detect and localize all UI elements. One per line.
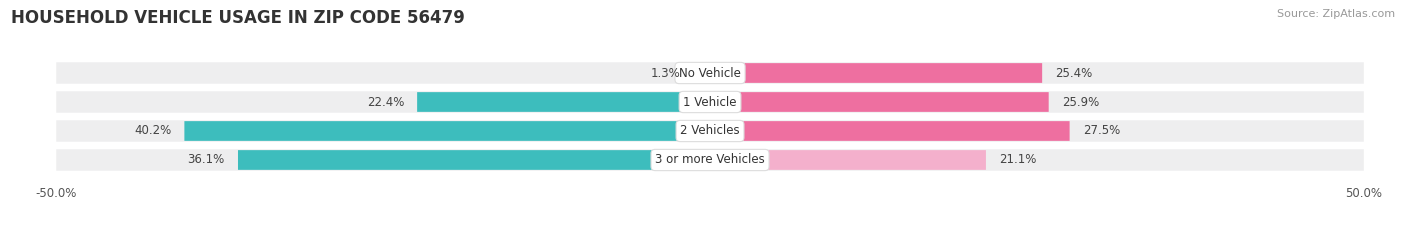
Text: 25.9%: 25.9% [1062,96,1099,109]
Text: 25.4%: 25.4% [1056,66,1092,79]
FancyBboxPatch shape [710,63,1042,83]
FancyBboxPatch shape [710,92,1049,112]
FancyBboxPatch shape [693,63,710,83]
Text: Source: ZipAtlas.com: Source: ZipAtlas.com [1277,9,1395,19]
FancyBboxPatch shape [56,149,1364,171]
FancyBboxPatch shape [56,62,1364,84]
Text: 3 or more Vehicles: 3 or more Vehicles [655,154,765,167]
FancyBboxPatch shape [56,120,1364,142]
FancyBboxPatch shape [710,150,986,170]
FancyBboxPatch shape [710,121,1070,141]
Text: 21.1%: 21.1% [1000,154,1036,167]
FancyBboxPatch shape [56,91,1364,113]
Text: HOUSEHOLD VEHICLE USAGE IN ZIP CODE 56479: HOUSEHOLD VEHICLE USAGE IN ZIP CODE 5647… [11,9,465,27]
Text: 22.4%: 22.4% [367,96,404,109]
Text: No Vehicle: No Vehicle [679,66,741,79]
Text: 2 Vehicles: 2 Vehicles [681,124,740,137]
Text: 1.3%: 1.3% [650,66,681,79]
FancyBboxPatch shape [418,92,710,112]
Text: 36.1%: 36.1% [187,154,225,167]
Text: 1 Vehicle: 1 Vehicle [683,96,737,109]
FancyBboxPatch shape [184,121,710,141]
Text: 27.5%: 27.5% [1083,124,1121,137]
FancyBboxPatch shape [238,150,710,170]
Text: 40.2%: 40.2% [134,124,172,137]
